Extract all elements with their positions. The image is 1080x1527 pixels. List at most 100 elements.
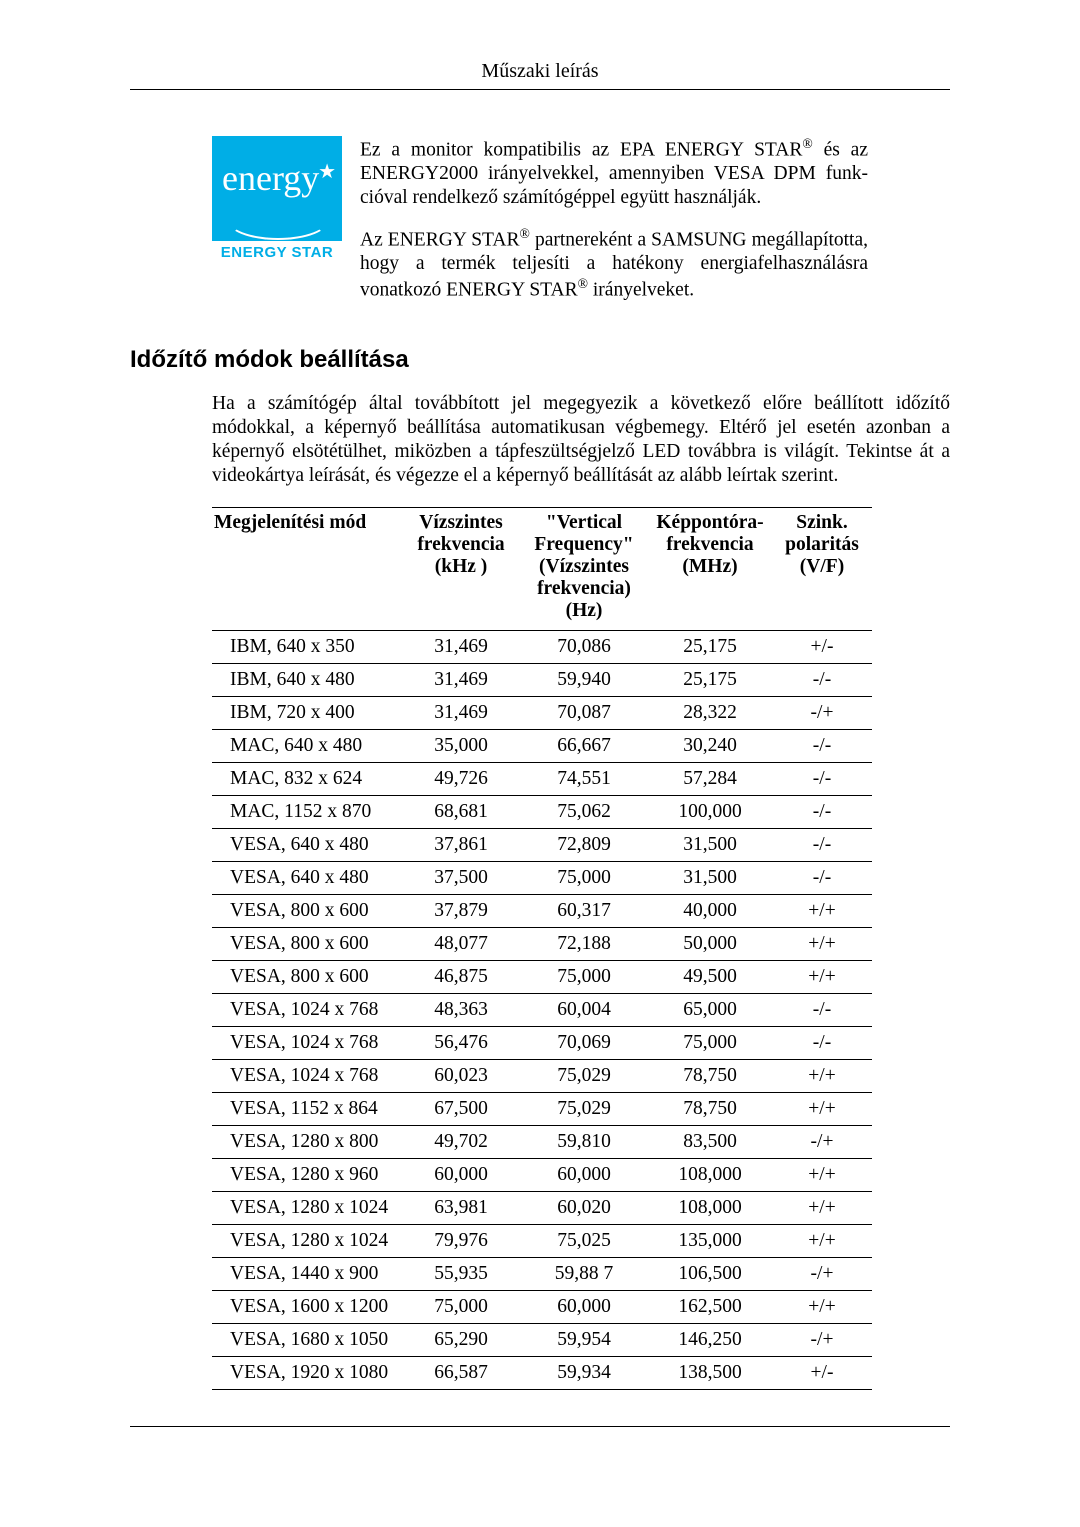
registered-icon: ® [578,276,588,291]
table-cell: +/+ [772,1060,872,1093]
table-cell: VESA, 640 x 480 [212,829,402,862]
table-cell: MAC, 640 x 480 [212,730,402,763]
table-row: MAC, 1152 x 87068,68175,062100,000-/- [212,796,872,829]
table-cell: -/+ [772,1126,872,1159]
table-cell: 100,000 [648,796,772,829]
energy-star-script-text: energy [222,158,319,198]
table-cell: VESA, 800 x 600 [212,928,402,961]
table-cell: VESA, 1280 x 1024 [212,1225,402,1258]
table-row: IBM, 640 x 48031,46959,94025,175-/- [212,664,872,697]
table-cell: +/+ [772,895,872,928]
table-row: IBM, 640 x 35031,46970,08625,175+/- [212,631,872,664]
table-cell: MAC, 1152 x 870 [212,796,402,829]
table-cell: VESA, 1600 x 1200 [212,1291,402,1324]
table-cell: IBM, 640 x 480 [212,664,402,697]
table-cell: -/- [772,730,872,763]
table-row: VESA, 1024 x 76856,47670,06975,000-/- [212,1027,872,1060]
timing-table: Megjelenítési mód Vízszintes frekvencia … [212,507,872,1390]
table-cell: VESA, 1152 x 864 [212,1093,402,1126]
registered-icon: ® [520,226,530,241]
table-cell: +/- [772,631,872,664]
table-cell: +/+ [772,1291,872,1324]
table-cell: VESA, 800 x 600 [212,895,402,928]
table-cell: 75,000 [402,1291,520,1324]
running-head: Műszaki leírás [130,60,950,83]
text: Az ENERGY STAR [360,229,520,250]
table-cell: 108,000 [648,1192,772,1225]
table-cell: 72,188 [520,928,648,961]
col-header: Képpontóra-frekvencia (MHz) [648,508,772,631]
table-cell: 70,087 [520,697,648,730]
table-row: VESA, 640 x 48037,86172,80931,500-/- [212,829,872,862]
table-cell: 49,702 [402,1126,520,1159]
table-cell: 75,029 [520,1060,648,1093]
table-cell: +/+ [772,1192,872,1225]
table-cell: 31,469 [402,631,520,664]
table-cell: 49,726 [402,763,520,796]
col-header: Szink. polari­tás (V/F) [772,508,872,631]
col-header: Vízszintes frekvencia (kHz ) [402,508,520,631]
table-cell: 60,004 [520,994,648,1027]
table-row: VESA, 1152 x 86467,50075,02978,750+/+ [212,1093,872,1126]
table-cell: 60,000 [402,1159,520,1192]
section-intro: Ha a számítógép által továbbított jel me… [212,392,950,487]
table-cell: 75,000 [520,961,648,994]
energy-star-script: energy ★ [220,144,334,196]
col-header: Megjelenítési mód [212,508,402,631]
table-cell: 75,029 [520,1093,648,1126]
table-cell: VESA, 800 x 600 [212,961,402,994]
table-cell: +/+ [772,1093,872,1126]
table-cell: 78,750 [648,1093,772,1126]
table-cell: 75,000 [520,862,648,895]
table-cell: 60,000 [520,1159,648,1192]
table-cell: -/- [772,664,872,697]
table-cell: 56,476 [402,1027,520,1060]
table-cell: 65,000 [648,994,772,1027]
table-cell: +/+ [772,1159,872,1192]
table-cell: 60,023 [402,1060,520,1093]
table-cell: VESA, 1680 x 1050 [212,1324,402,1357]
table-cell: VESA, 1280 x 800 [212,1126,402,1159]
energy-star-block: energy ★ ENERGY STAR Ez a monitor kompat… [212,136,868,318]
table-cell: 31,469 [402,664,520,697]
table-cell: 70,086 [520,631,648,664]
table-cell: 30,240 [648,730,772,763]
table-cell: 108,000 [648,1159,772,1192]
table-row: VESA, 640 x 48037,50075,00031,500-/- [212,862,872,895]
table-cell: 37,861 [402,829,520,862]
table-row: VESA, 800 x 60046,87575,00049,500+/+ [212,961,872,994]
table-cell: +/+ [772,1225,872,1258]
table-cell: VESA, 640 x 480 [212,862,402,895]
table-cell: 83,500 [648,1126,772,1159]
table-row: VESA, 1280 x 102479,97675,025135,000+/+ [212,1225,872,1258]
table-cell: +/+ [772,961,872,994]
table-cell: -/- [772,994,872,1027]
text: irányelveket. [588,279,694,300]
table-cell: -/+ [772,1324,872,1357]
energy-star-para-2: Az ENERGY STAR® partnereként a SAMSUNG m… [360,226,868,302]
table-cell: 37,500 [402,862,520,895]
table-cell: 78,750 [648,1060,772,1093]
table-row: VESA, 1680 x 105065,29059,954146,250-/+ [212,1324,872,1357]
table-head: Megjelenítési mód Vízszintes frekvencia … [212,508,872,631]
table-cell: 31,469 [402,697,520,730]
table-cell: VESA, 1440 x 900 [212,1258,402,1291]
table-cell: 35,000 [402,730,520,763]
table-cell: 162,500 [648,1291,772,1324]
table-cell: IBM, 720 x 400 [212,697,402,730]
text: Ez a monitor kompatibilis az EPA ENERGY … [360,140,802,161]
table-cell: 146,250 [648,1324,772,1357]
table-cell: 60,000 [520,1291,648,1324]
table-cell: 59,940 [520,664,648,697]
table-cell: 75,000 [648,1027,772,1060]
table-cell: 59,88 7 [520,1258,648,1291]
table-cell: 60,317 [520,895,648,928]
table-cell: -/- [772,1027,872,1060]
registered-icon: ® [802,136,812,151]
table-cell: -/- [772,862,872,895]
table-cell: MAC, 832 x 624 [212,763,402,796]
energy-star-logo: energy ★ ENERGY STAR [212,136,342,264]
table-cell: 63,981 [402,1192,520,1225]
page: Műszaki leírás energy ★ ENERGY STAR Ez a… [0,0,1080,1390]
table-cell: 59,810 [520,1126,648,1159]
